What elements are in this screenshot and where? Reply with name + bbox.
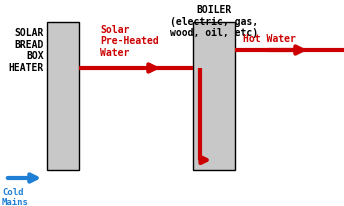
Bar: [193, 22, 235, 170]
Text: Cold
Mains
Water: Cold Mains Water: [2, 188, 29, 206]
Text: SOLAR
BREAD
BOX
HEATER: SOLAR BREAD BOX HEATER: [9, 28, 44, 73]
Text: BOILER
(electric, gas,
wood, oil, etc): BOILER (electric, gas, wood, oil, etc): [170, 5, 258, 38]
Text: Solar
Pre-Heated
Water: Solar Pre-Heated Water: [100, 25, 159, 58]
Text: Hot Water: Hot Water: [243, 34, 296, 44]
Bar: [47, 22, 79, 170]
